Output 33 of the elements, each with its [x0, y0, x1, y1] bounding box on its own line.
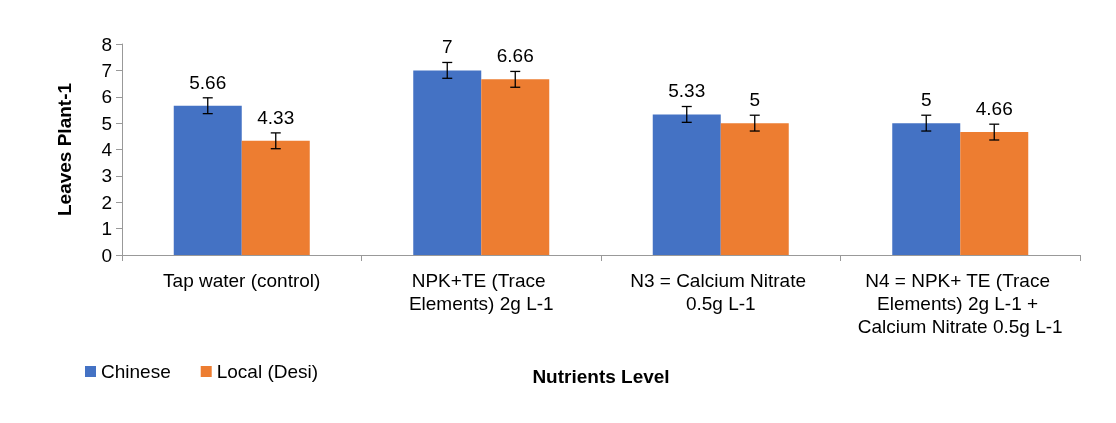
x-tick-label: N3 = Calcium Nitrate 0.5g L-1 — [630, 270, 812, 314]
data-label: 5.33 — [668, 80, 706, 102]
bar — [413, 70, 482, 255]
y-tick-label: 4 — [101, 139, 113, 160]
y-tick-label: 0 — [101, 244, 112, 266]
x-axis-title: Nutrients Level — [532, 366, 670, 387]
data-label: 4.33 — [257, 106, 295, 128]
x-tick-label: Tap water (control) — [163, 270, 321, 291]
bar — [173, 105, 242, 255]
bar — [481, 79, 550, 255]
y-tick-label: 8 — [101, 33, 112, 55]
y-tick-label: 3 — [101, 165, 112, 187]
bar — [960, 132, 1029, 255]
legend-label: Local (Desi) — [216, 361, 319, 382]
bar — [241, 140, 310, 255]
x-tick-label: NPK+TE (Trace Elements) 2g L-1 — [408, 270, 554, 314]
data-label: 7 — [441, 36, 453, 58]
y-tick-label: 5 — [101, 112, 112, 134]
x-tick-label: N4 = NPK+ TE (Trace Elements) 2g L-1 + Calcium Nitrate 0.5g L-1 — [857, 270, 1063, 337]
data-label: 6.66 — [496, 45, 534, 67]
bar — [652, 114, 721, 255]
y-tick-label: 7 — [101, 59, 112, 81]
y-tick-label: 1 — [101, 218, 112, 240]
y-tick-label: 6 — [101, 86, 112, 108]
y-axis-title: Leaves Plant-1 — [54, 82, 75, 217]
data-label: 5 — [749, 89, 761, 111]
data-label: 5 — [920, 89, 932, 111]
bar — [892, 123, 961, 255]
legend-label: Chinese — [101, 361, 171, 382]
bar — [720, 123, 789, 255]
data-label: 4.66 — [975, 98, 1013, 120]
y-tick-label: 2 — [101, 191, 112, 213]
data-label: 5.66 — [189, 71, 227, 93]
